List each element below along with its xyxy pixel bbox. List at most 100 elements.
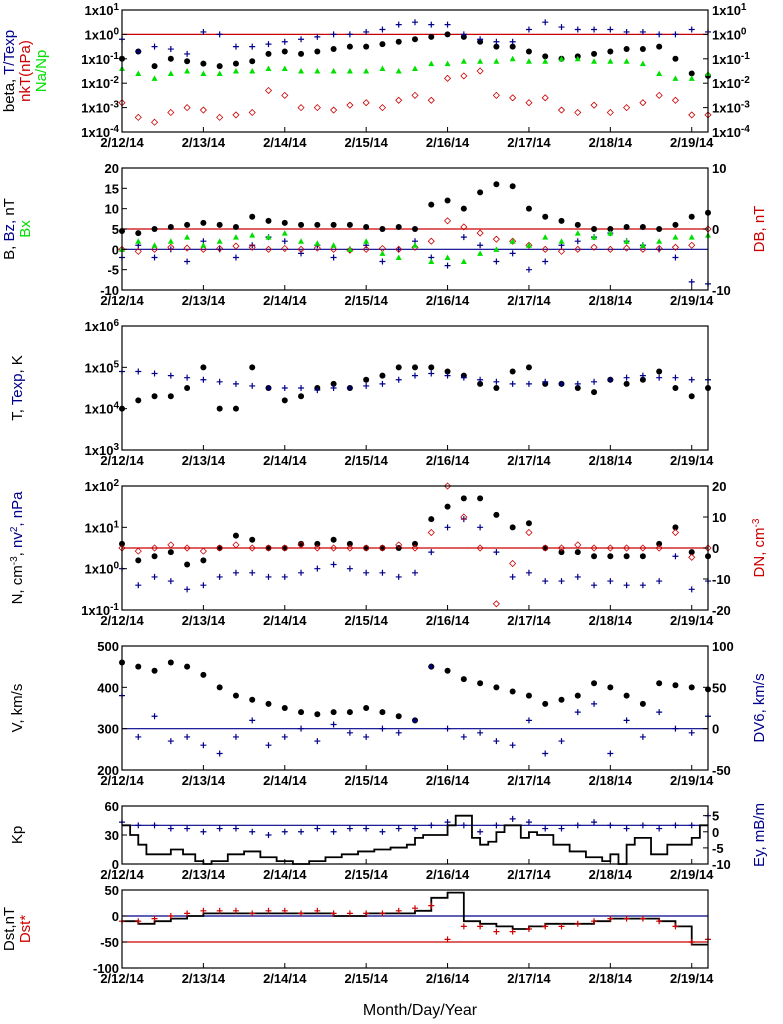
dst-series-1-point-31: [623, 915, 630, 922]
velocity-series-0-point-21: [460, 676, 467, 683]
beta-series-3-point-18: [412, 65, 418, 72]
beta-series-3-point-16: [379, 65, 386, 72]
velocity-series-1-point-28: [574, 709, 581, 716]
bfield-x-tick-label-3: 2/15/14: [344, 293, 388, 308]
velocity-series-1-point-16: [379, 725, 386, 732]
kp-right-axis-label: Ey, mB/m: [751, 803, 768, 867]
bfield-series-0-point-31: [623, 223, 630, 230]
density-series-1-point-34: [672, 553, 679, 560]
density-right-tick-label-1: -10: [712, 572, 731, 587]
velocity-series-1-point-27: [558, 738, 565, 745]
density-series-1-point-35: [688, 586, 695, 593]
temp-series-1-point-26: [542, 378, 549, 385]
temp-x-tick-label-6: 2/18/14: [589, 453, 633, 468]
beta-right-tick-label-1: 1x10-3: [712, 99, 750, 116]
beta-series-2-point-4: [183, 104, 191, 112]
density-series-1-point-23: [493, 549, 500, 556]
density-series-1-point-25: [525, 569, 532, 576]
beta-series-1-point-14: [346, 31, 353, 38]
bfield-left-tick-label-2: 0: [112, 242, 119, 257]
density-series-1-point-28: [574, 573, 581, 580]
bfield-right-tick-label-0: -10: [712, 283, 731, 298]
temp-x-tick-label-1: 2/13/14: [182, 453, 226, 468]
bfield-series-2-point-31: [623, 244, 631, 252]
kp-series-1-point-24: [509, 815, 516, 822]
kp-series-1-point-14: [346, 825, 353, 832]
density-series-1-point-2: [151, 573, 158, 580]
bfield-series-0-point-25: [525, 205, 532, 212]
dst-series-1-point-28: [574, 920, 581, 927]
beta-series-2-point-5: [199, 106, 207, 114]
density-series-1-point-7: [232, 569, 239, 576]
beta-series-1-point-21: [460, 31, 467, 38]
bfield-series-2-point-29: [590, 243, 598, 251]
dst-series-1-point-5: [200, 907, 207, 914]
beta-right-tick-label-0: 1x10-4: [712, 124, 750, 141]
velocity-right-tick-label-3: 100: [712, 639, 734, 654]
beta-right-tick-label-5: 1x101: [712, 2, 747, 19]
velocity-x-tick-label-6: 2/18/14: [589, 773, 633, 788]
density-left-tick-label-0: 1x10-1: [81, 602, 119, 619]
bfield-series-3-point-5: [200, 242, 207, 248]
beta-series-3-point-23: [493, 58, 500, 64]
beta-series-0-point-15: [363, 43, 370, 50]
beta-series-0-point-26: [542, 53, 549, 60]
velocity-right-axis-label: DV6, km/s: [751, 673, 768, 742]
beta-series-3-point-25: [525, 58, 532, 64]
bfield-series-3-point-21: [460, 258, 467, 265]
bfield-series-0-point-8: [249, 213, 256, 220]
velocity-x-tick-label-5: 2/17/14: [507, 773, 551, 788]
beta-series-1-point-27: [558, 24, 565, 31]
density-series-1-point-18: [412, 569, 418, 576]
temp-series-1-point-14: [346, 385, 353, 391]
bfield-series-0-point-35: [688, 213, 695, 220]
beta-series-0-point-9: [265, 50, 272, 57]
bfield-series-1-point-26: [542, 258, 549, 265]
beta-series-2-point-7: [232, 111, 240, 119]
velocity-series-1-point-32: [639, 733, 646, 740]
beta-series-3-point-28: [574, 55, 581, 62]
temp-series-1-point-9: [265, 385, 272, 391]
beta-x-tick-label-3: 2/15/14: [344, 135, 388, 150]
density-series-1-point-5: [200, 582, 207, 589]
density-series-2-point-7: [232, 541, 240, 549]
density-series-1-point-31: [623, 582, 630, 589]
bfield-series-0-point-20: [444, 197, 451, 204]
beta-left-axis-label-1: nkT(nPa): [17, 40, 34, 102]
beta-series-1-point-20: [444, 21, 451, 28]
bfield-left-axis-label-0: B, Bz, nT: [1, 198, 18, 260]
temp-series-1-point-5: [200, 376, 207, 383]
bfield-series-3-point-6: [216, 238, 223, 244]
bfield-series-2-point-23: [492, 235, 500, 243]
beta-series-3-point-20: [444, 60, 451, 67]
beta-series-0-point-34: [672, 55, 679, 62]
density-series-2-point-5: [199, 547, 207, 555]
density-series-1-point-32: [639, 582, 646, 589]
temp-series-1-point-19: [428, 370, 435, 377]
beta-series-2-point-11: [297, 104, 305, 112]
temp-x-tick-label-5: 2/17/14: [507, 453, 551, 468]
beta-series-2-point-14: [346, 101, 354, 109]
bfield-series-3-point-7: [232, 234, 239, 240]
density-series-0-point-16: [379, 545, 386, 551]
bfield-series-2-point-26: [541, 245, 549, 253]
density-series-0-point-35: [688, 549, 695, 556]
bfield-series-1-point-20: [444, 262, 451, 269]
density-right-tick-label-2: 0: [712, 541, 719, 556]
temp-left-tick-label-0: 1x103: [85, 442, 120, 459]
bfield-series-3-point-26: [542, 234, 549, 240]
velocity-left-axis-label-0: V, km/s: [9, 684, 26, 733]
beta-series-3-point-33: [656, 70, 663, 76]
bfield-series-0-point-17: [395, 223, 402, 230]
density-series-2-point-22: [476, 544, 484, 552]
kp-x-tick-label-4: 2/16/14: [426, 867, 470, 882]
beta-series-0-point-5: [200, 60, 207, 67]
velocity-series-1-point-11: [298, 725, 305, 732]
beta-series-2-point-27: [557, 106, 566, 114]
density-series-1-point-10: [281, 573, 288, 580]
beta-series-3-point-4: [184, 68, 191, 74]
beta-series-1-point-7: [232, 43, 239, 50]
velocity-series-0-point-4: [184, 663, 191, 670]
velocity-series-0-point-6: [216, 684, 223, 691]
beta-series-0-point-32: [639, 46, 646, 53]
